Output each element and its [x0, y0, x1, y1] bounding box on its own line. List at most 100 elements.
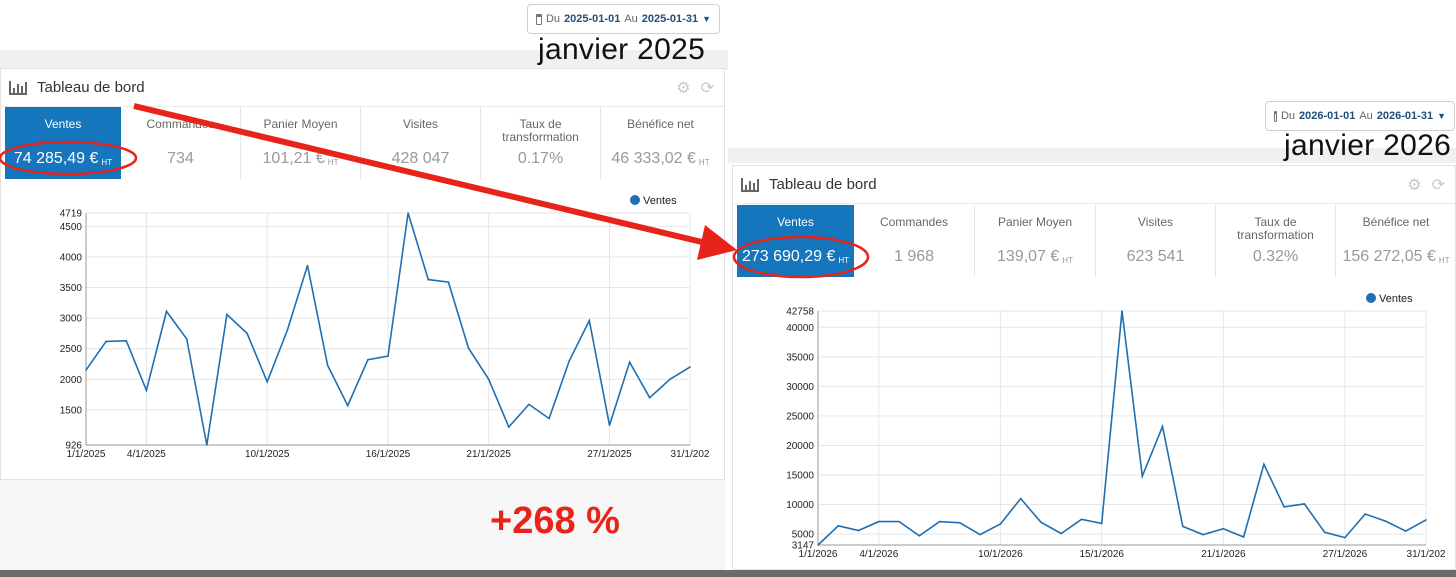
data-point — [427, 278, 430, 281]
data-point — [669, 378, 671, 381]
data-point — [1364, 513, 1366, 515]
kpi-taux-transformation[interactable]: Taux de transformation 0.32% — [1216, 205, 1336, 277]
kpi-value: 74 285,49 € HT — [13, 150, 113, 167]
kpi-taux-transformation[interactable]: Taux de transformation 0.17% — [481, 107, 601, 179]
data-point — [608, 424, 611, 426]
red-arrow-shaft — [133, 103, 707, 246]
data-point — [689, 366, 691, 368]
x-tick-label: 10/1/2025 — [245, 449, 290, 460]
sales-line-chart: 926 1500 2000 2500 3000 3500 4000 4500 4719 1/1/2… — [60, 195, 710, 460]
date-from: 2026-01-01 — [1299, 110, 1356, 122]
data-point — [1100, 522, 1103, 525]
calendar-icon — [1274, 110, 1277, 122]
y-tick-label: 30000 — [786, 382, 814, 393]
x-tick-label: 31/1/202 — [1407, 549, 1446, 560]
period-label: janvier 2026 — [1284, 129, 1452, 162]
x-tick-label: 1/1/2025 — [67, 449, 106, 460]
kpi-label: Panier Moyen — [263, 117, 338, 131]
date-range-picker[interactable]: Du 2026-01-01 Au 2026-01-31 ▼ — [1265, 101, 1455, 131]
data-point — [999, 523, 1002, 525]
y-tick-label: 25000 — [786, 411, 814, 422]
data-point — [1425, 519, 1427, 521]
kpi-panier-moyen[interactable]: Panier Moyen 139,07 € HT — [975, 205, 1096, 277]
top-divider-right — [728, 148, 1456, 163]
legend-label: Ventes — [643, 195, 677, 207]
data-point — [487, 378, 490, 381]
bar-chart-icon — [741, 177, 759, 192]
data-point — [1040, 521, 1042, 524]
bottom-bar — [0, 570, 1456, 577]
data-point — [246, 332, 248, 335]
kpi-label: Taux de transformation — [502, 117, 579, 144]
kpi-value: 156 272,05 € HT — [1342, 248, 1450, 265]
x-tick-label: 27/1/2026 — [1323, 549, 1368, 560]
data-point — [979, 533, 981, 536]
period-label: janvier 2025 — [538, 33, 706, 66]
kpi-commandes[interactable]: Commandes 1 968 — [854, 205, 975, 277]
data-point — [548, 417, 550, 420]
data-point — [588, 319, 591, 322]
kpi-visites[interactable]: Visites 428 047 — [361, 107, 481, 179]
data-point — [1141, 475, 1144, 477]
x-tick-label: 21/1/2026 — [1201, 549, 1246, 560]
kpi-benefice-net[interactable]: Bénéfice net 46 333,02 € HT — [601, 107, 720, 179]
date-sep: Au — [624, 13, 638, 25]
data-point — [628, 361, 631, 363]
kpi-value: 139,07 € HT — [997, 248, 1073, 265]
legend-marker — [1366, 293, 1376, 303]
refresh-icon[interactable]: ⟳ — [700, 79, 714, 97]
refresh-icon[interactable]: ⟳ — [1431, 176, 1445, 194]
bar-chart-icon — [9, 80, 27, 95]
chevron-down-icon: ▼ — [1437, 111, 1446, 121]
gear-icon[interactable]: ⚙ — [1407, 176, 1422, 194]
kpi-benefice-net[interactable]: Bénéfice net 156 272,05 € HT — [1336, 205, 1456, 277]
data-point — [145, 389, 148, 392]
x-tick-label: 10/1/2026 — [978, 549, 1023, 560]
date-from: 2025-01-01 — [564, 13, 621, 25]
data-point — [1384, 520, 1387, 522]
kpi-panier-moyen[interactable]: Panier Moyen 101,21 € HT — [241, 107, 361, 179]
data-point — [1060, 532, 1062, 535]
data-point — [1121, 310, 1123, 312]
kpi-visites[interactable]: Visites 623 541 — [1096, 205, 1216, 277]
x-tick-label: 16/1/2025 — [366, 449, 411, 460]
y-tick-label: 5000 — [792, 530, 815, 541]
data-point — [568, 360, 570, 362]
y-tick-label: 3500 — [60, 283, 83, 294]
data-point — [898, 520, 900, 523]
kpi-label: Visites — [1137, 215, 1174, 229]
data-point — [206, 444, 208, 446]
data-point — [1222, 527, 1225, 530]
date-to: 2026-01-31 — [1376, 110, 1434, 122]
kpi-label: Visites — [402, 117, 439, 131]
data-point — [918, 535, 921, 537]
data-point — [508, 426, 510, 428]
y-tick-label: 926 — [65, 441, 82, 452]
data-point — [837, 524, 840, 527]
right-top-area — [728, 0, 1456, 94]
data-point — [165, 310, 168, 313]
data-point — [1080, 518, 1083, 521]
data-point — [125, 339, 128, 342]
data-point — [1242, 536, 1245, 538]
data-point — [185, 338, 188, 340]
y-tick-label: 2000 — [60, 375, 83, 386]
chevron-down-icon: ▼ — [702, 14, 711, 24]
kpi-label: Ventes — [777, 215, 814, 229]
gear-icon[interactable]: ⚙ — [676, 79, 691, 97]
data-point — [1019, 497, 1022, 500]
kpi-value: 428 047 — [391, 150, 450, 167]
x-tick-label: 31/1/202 — [671, 449, 710, 460]
date-range-picker[interactable]: Du 2025-01-01 Au 2025-01-31 ▼ — [527, 4, 720, 34]
y-tick-label: 1500 — [60, 405, 83, 416]
data-point — [407, 212, 409, 214]
y-tick-label: 3000 — [60, 314, 83, 325]
panel-title: Tableau de bord — [37, 79, 145, 96]
date-sep: Au — [1359, 110, 1373, 122]
data-point — [266, 380, 269, 383]
kpi-label: Bénéfice net — [627, 117, 694, 131]
data-point — [817, 544, 819, 546]
data-point — [286, 329, 289, 332]
